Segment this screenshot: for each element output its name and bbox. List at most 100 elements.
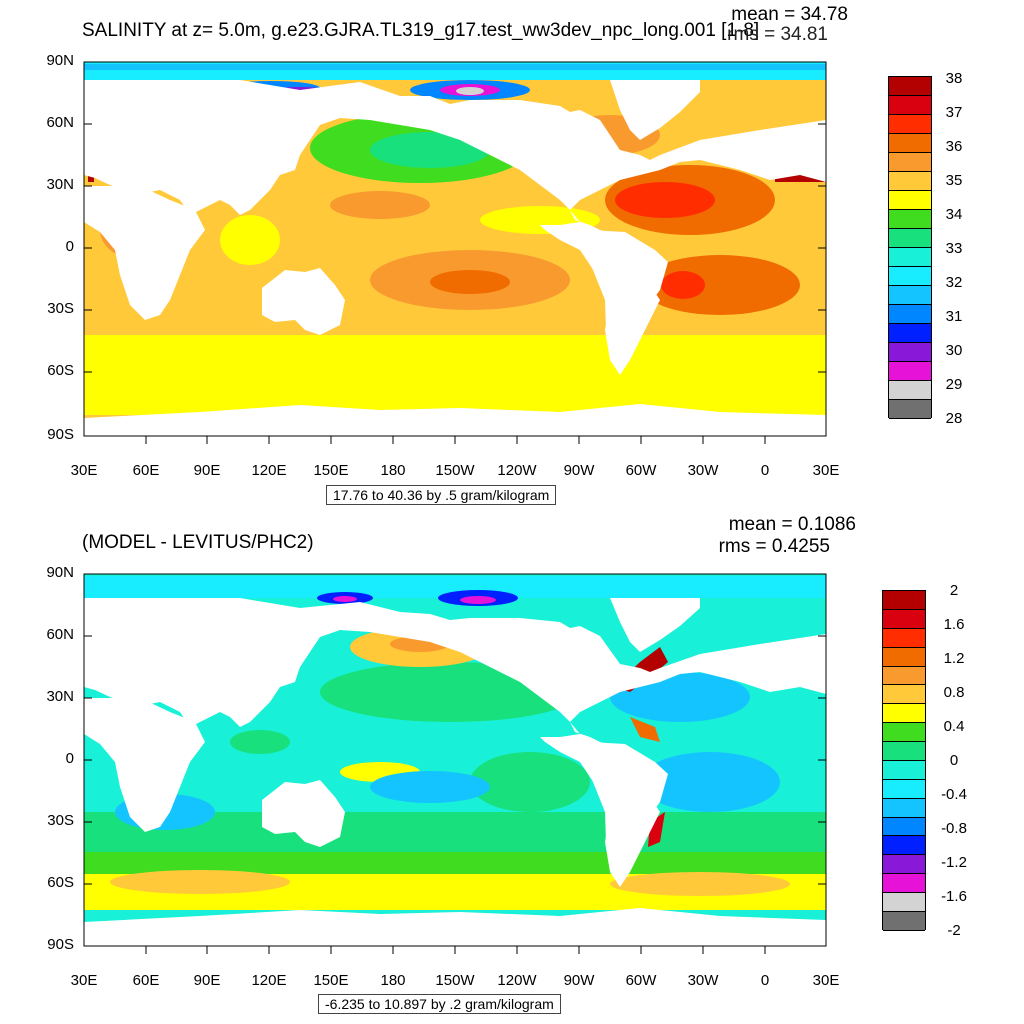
salinity-colorbar	[888, 76, 932, 419]
salinity-title: SALINITY at z= 5.0m, g.e23.GJRA.TL319_g1…	[82, 20, 760, 41]
lon-label: 120W	[497, 462, 537, 479]
difference-colorbar	[882, 590, 926, 931]
lon-label: 120E	[251, 972, 287, 989]
colorbar-swatch	[883, 911, 925, 931]
colorbar-swatch	[889, 362, 931, 381]
lon-label: 150E	[313, 462, 349, 479]
salinity-panel: SALINITY at z= 5.0m, g.e23.GJRA.TL319_g1…	[46, 4, 976, 505]
lon-label: 90W	[563, 972, 595, 989]
lon-label: 120W	[497, 972, 537, 989]
colorbar-swatch	[883, 647, 925, 667]
lon-label: 60E	[132, 462, 160, 479]
lat-label: 0	[65, 238, 74, 255]
colorbar-swatch	[889, 343, 931, 362]
lon-label: 150W	[435, 462, 475, 479]
contour-info-box: 17.76 to 40.36 by .5 gram/kilogram	[326, 485, 557, 505]
lat-label: 90S	[47, 426, 74, 443]
colorbar-swatch	[889, 210, 931, 229]
lat-label: 60N	[46, 626, 74, 643]
lon-label: 30W	[687, 972, 719, 989]
lat-label: 60S	[47, 874, 74, 891]
lon-label: 150E	[313, 972, 349, 989]
salinity-mean: mean = 34.78	[731, 4, 848, 25]
colorbar-label: 37	[945, 104, 963, 121]
colorbar-swatch	[883, 591, 925, 610]
lon-label: 0	[760, 462, 770, 479]
colorbar-swatch	[883, 779, 925, 799]
axis-ticks	[84, 123, 826, 444]
colorbar-swatch	[883, 742, 925, 761]
lon-label: 0	[760, 972, 770, 989]
colorbar-label: 36	[945, 138, 963, 155]
lon-label: 150W	[435, 972, 475, 989]
colorbar-label: 2	[949, 582, 959, 599]
colorbar-swatch	[883, 628, 925, 648]
difference-rms: rms = 0.4255	[718, 536, 830, 557]
salinity-map	[83, 61, 827, 444]
lon-label: 90W	[563, 462, 595, 479]
colorbar-swatch	[883, 855, 925, 875]
contour-info-box: -6.235 to 10.897 by .2 gram/kilogram	[318, 994, 561, 1014]
lat-label: 30S	[47, 812, 74, 829]
colorbar-label: 30	[945, 342, 963, 359]
lon-label: 60W	[625, 462, 657, 479]
lon-label: 90E	[193, 972, 221, 989]
lon-label: 180	[380, 972, 406, 989]
colorbar-swatch	[883, 836, 925, 856]
lon-label: 30E	[70, 462, 98, 479]
colorbar-label: 33	[945, 240, 963, 257]
colorbar-swatch	[889, 96, 931, 115]
colorbar-swatch	[883, 609, 925, 629]
colorbar-label: 34	[945, 206, 963, 223]
lat-label: 30N	[46, 176, 74, 193]
lat-label: 90N	[46, 52, 74, 69]
colorbar-swatch	[883, 798, 925, 818]
lon-label: 60W	[625, 972, 657, 989]
lon-label: 30E	[70, 972, 98, 989]
lat-label: 90N	[46, 564, 74, 581]
lat-label: 60S	[47, 362, 74, 379]
colorbar-label: 29	[945, 376, 963, 393]
colorbar-swatch	[889, 324, 931, 343]
colorbar-swatch	[883, 893, 925, 912]
land-masses	[84, 80, 826, 436]
lon-label: 30E	[812, 972, 840, 989]
lon-label: 180	[380, 462, 406, 479]
colorbar-swatch	[883, 704, 925, 724]
colorbar-swatch	[883, 874, 925, 893]
lon-label: 90E	[193, 462, 221, 479]
colorbar-label: -1.6	[941, 888, 967, 905]
salinity-colorbar-labels: 38 37 36 35 34 33 32 31 30 29 28	[932, 70, 976, 430]
colorbar-swatch	[889, 172, 931, 191]
lon-label: 30W	[687, 462, 719, 479]
colorbar-swatch	[889, 248, 931, 267]
colorbar-label: 28	[945, 410, 963, 427]
colorbar-swatch	[889, 267, 931, 286]
colorbar-swatch	[889, 229, 931, 248]
colorbar-label: -1.2	[941, 854, 967, 871]
colorbar-swatch	[883, 723, 925, 742]
colorbar-label: 0.4	[943, 718, 965, 735]
difference-map	[83, 573, 827, 954]
colorbar-swatch	[889, 153, 931, 172]
colorbar-label: 38	[945, 70, 963, 87]
colorbar-swatch	[889, 134, 931, 153]
colorbar-label: 1.6	[943, 616, 965, 633]
colorbar-swatch	[889, 381, 931, 400]
colorbar-label: -0.8	[941, 820, 967, 837]
colorbar-label: 0	[949, 752, 959, 769]
difference-mean: mean = 0.1086	[728, 514, 856, 535]
colorbar-swatch	[889, 77, 931, 96]
land-masses	[84, 598, 826, 946]
lat-label: 0	[65, 750, 74, 767]
colorbar-swatch	[889, 115, 931, 134]
colorbar-label: 1.2	[943, 650, 965, 667]
colorbar-swatch	[889, 286, 931, 305]
colorbar-swatch	[883, 666, 925, 686]
lon-label: 30E	[812, 462, 840, 479]
salinity-rms: rms = 34.81	[727, 24, 828, 45]
colorbar-label: -0.4	[941, 786, 967, 803]
colorbar-swatch	[883, 760, 925, 780]
lon-label: 60E	[132, 972, 160, 989]
axis-ticks	[84, 635, 826, 954]
